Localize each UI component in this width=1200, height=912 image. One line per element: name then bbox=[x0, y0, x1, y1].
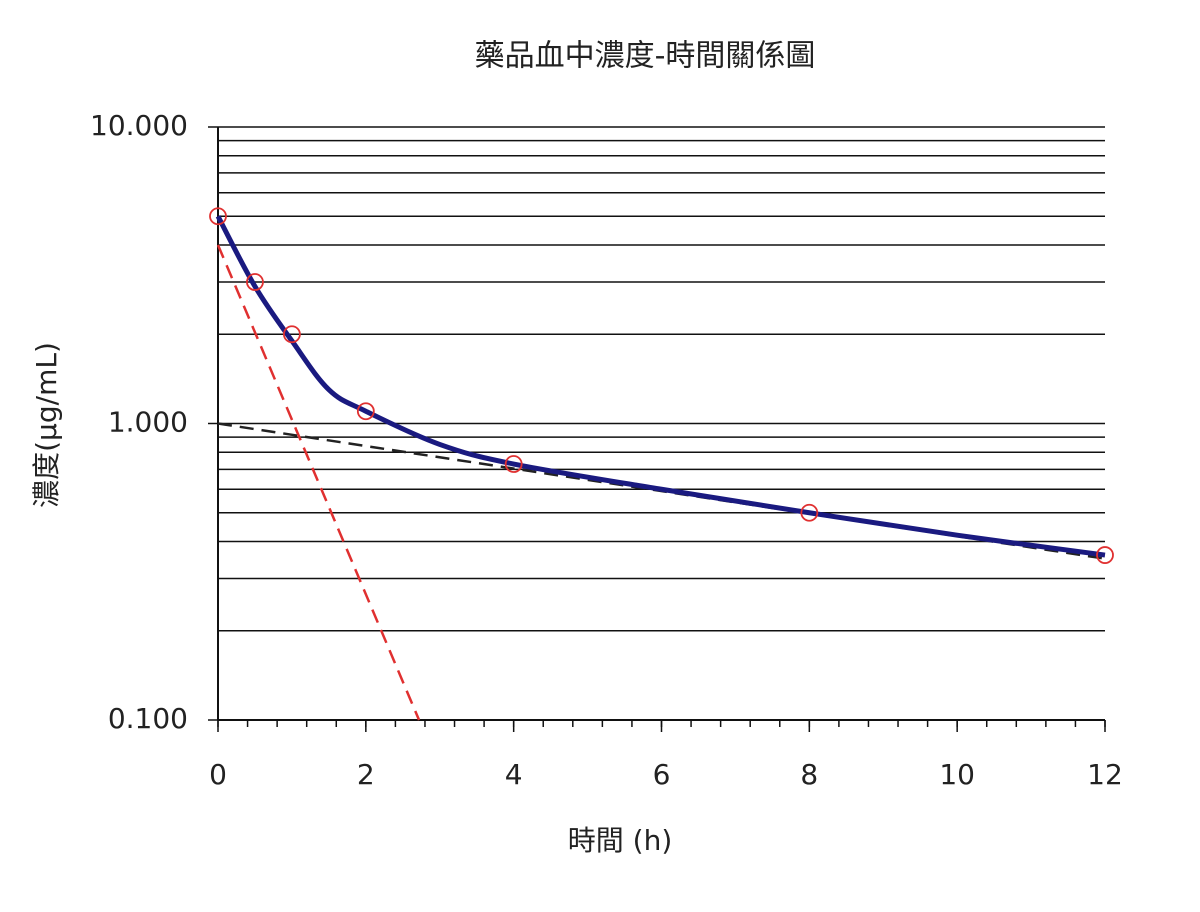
x-tick-label: 12 bbox=[1087, 758, 1123, 791]
data-point bbox=[356, 402, 375, 421]
x-tick-label: 2 bbox=[357, 758, 375, 791]
data-point bbox=[209, 207, 227, 226]
data-point bbox=[800, 503, 819, 522]
x-tick-label: 0 bbox=[209, 758, 227, 791]
data-point bbox=[283, 325, 301, 344]
x-tick-label: 10 bbox=[939, 758, 975, 791]
y-tick-label: 1.000 bbox=[108, 406, 188, 439]
x-tick-label: 8 bbox=[800, 758, 818, 791]
x-tick-label: 6 bbox=[653, 758, 671, 791]
data-point bbox=[246, 273, 264, 291]
data-point bbox=[1096, 546, 1114, 564]
y-axis-label: 濃度(μg/mL) bbox=[30, 342, 63, 508]
fit-line bbox=[215, 215, 1106, 558]
x-tick-label: 4 bbox=[505, 758, 523, 791]
dashed-line bbox=[216, 244, 421, 721]
y-tick-label: 0.100 bbox=[108, 702, 188, 735]
data-point bbox=[504, 455, 523, 473]
y-tick-label: 10.000 bbox=[90, 109, 188, 142]
x-axis-label: 時間 (h) bbox=[568, 824, 673, 857]
chart-title: 藥品血中濃度-時間關係圖 bbox=[475, 39, 816, 74]
